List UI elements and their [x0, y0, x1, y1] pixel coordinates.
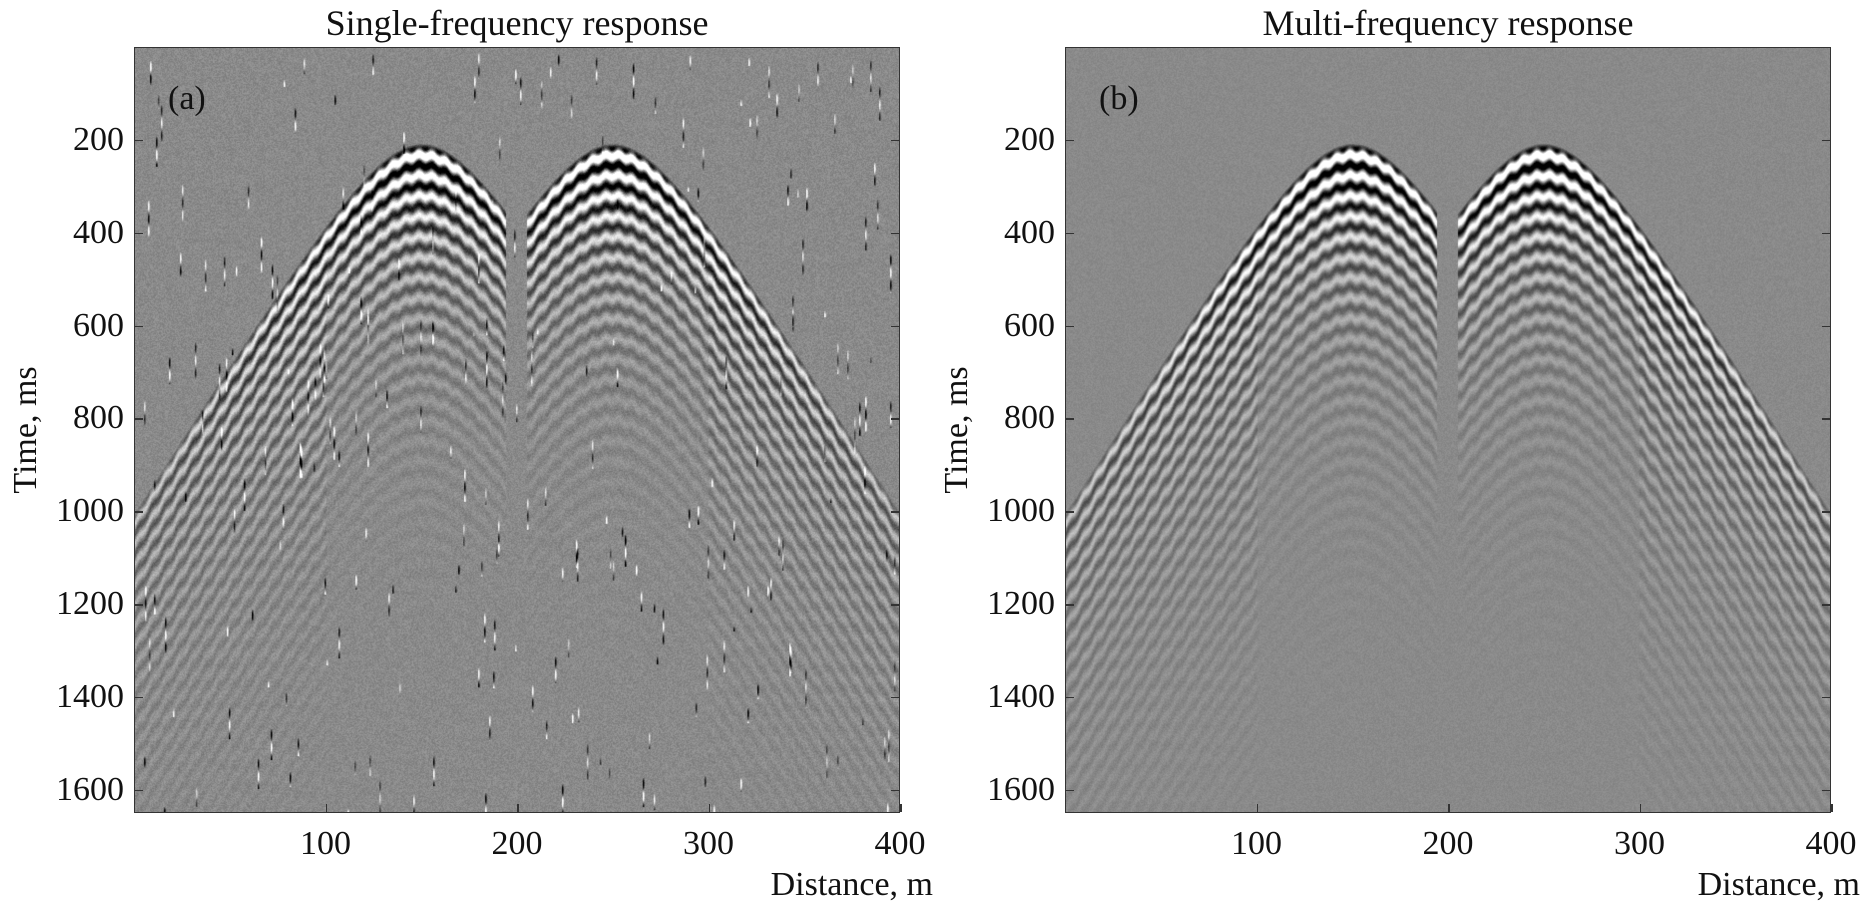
- y-tick-mark: [1066, 696, 1074, 699]
- y-tick-mark: [1066, 139, 1074, 142]
- panel-a: Single-frequency response (a) Time, ms D…: [7, 3, 933, 903]
- y-tick-mark: [135, 139, 143, 142]
- y-tick-mark: [1066, 604, 1074, 606]
- y-tick-label: 800: [1004, 399, 1055, 437]
- y-tick-mark: [1822, 789, 1830, 792]
- y-tick-mark: [1822, 511, 1830, 513]
- x-tick-mark: [517, 804, 519, 812]
- y-tick-mark: [891, 139, 899, 142]
- x-tick-label: 300: [1614, 825, 1665, 862]
- y-tick-mark: [1822, 696, 1830, 699]
- plot-area: [1065, 47, 1831, 813]
- y-tick-mark: [135, 511, 143, 513]
- x-tick-label: 400: [1805, 825, 1857, 862]
- y-tick-mark: [891, 511, 899, 513]
- y-tick-mark: [135, 325, 143, 328]
- y-tick-mark: [1822, 139, 1830, 142]
- y-tick-label: 200: [73, 120, 124, 158]
- x-tick-mark: [900, 804, 902, 812]
- y-tick-mark: [1066, 789, 1074, 792]
- x-tick-mark: [1831, 804, 1833, 812]
- x-tick-label: 300: [683, 825, 734, 862]
- seismic-heatmap: [1066, 48, 1830, 812]
- y-tick-mark: [1822, 418, 1830, 420]
- y-tick-label: 1200: [987, 585, 1055, 623]
- y-tick-mark: [891, 604, 899, 606]
- x-tick-label: 400: [874, 825, 926, 862]
- plot-area: [134, 47, 900, 813]
- y-tick-mark: [135, 789, 143, 792]
- seismic-heatmap: [135, 48, 899, 812]
- panel-label: (a): [168, 80, 206, 117]
- chart-title: Multi-frequency response: [1262, 3, 1634, 43]
- y-tick-label: 1200: [56, 585, 124, 623]
- y-tick-label: 800: [73, 399, 124, 437]
- y-tick-label: 1400: [987, 677, 1055, 715]
- y-tick-mark: [135, 418, 143, 420]
- chart-title: Single-frequency response: [325, 3, 709, 43]
- y-tick-label: 600: [1004, 306, 1055, 344]
- y-tick-mark: [891, 418, 899, 420]
- y-tick-mark: [891, 696, 899, 699]
- x-tick-label: 100: [300, 825, 351, 862]
- x-tick-label: 200: [1422, 825, 1474, 862]
- x-tick-mark: [1448, 804, 1450, 812]
- y-tick-mark: [1066, 511, 1074, 513]
- y-tick-mark: [1822, 232, 1830, 235]
- y-tick-label: 1600: [56, 770, 124, 808]
- y-tick-label: 1000: [987, 492, 1055, 530]
- y-tick-mark: [1066, 418, 1074, 420]
- y-tick-mark: [1822, 604, 1830, 606]
- y-tick-label: 1600: [987, 770, 1055, 808]
- y-tick-label: 400: [1004, 213, 1055, 251]
- y-tick-mark: [1066, 232, 1074, 235]
- y-tick-label: 400: [73, 213, 124, 251]
- y-tick-mark: [135, 232, 143, 235]
- x-tick-label: 100: [1231, 825, 1282, 862]
- y-tick-mark: [1822, 325, 1830, 328]
- y-tick-mark: [891, 325, 899, 328]
- y-tick-mark: [135, 604, 143, 606]
- y-tick-mark: [135, 696, 143, 699]
- x-tick-mark: [325, 804, 327, 812]
- x-tick-label: 200: [491, 825, 543, 862]
- y-tick-label: 1400: [56, 677, 124, 715]
- x-tick-mark: [1256, 804, 1258, 812]
- x-axis-label: Distance, m: [1697, 866, 1860, 903]
- x-axis-label: Distance, m: [770, 866, 933, 903]
- x-tick-mark: [1639, 804, 1641, 812]
- y-tick-mark: [891, 232, 899, 235]
- y-tick-mark: [891, 789, 899, 792]
- y-tick-label: 600: [73, 306, 124, 344]
- y-tick-label: 200: [1004, 120, 1055, 158]
- y-tick-label: 1000: [56, 492, 124, 530]
- x-tick-mark: [708, 804, 710, 812]
- panel-b: Multi-frequency response (b) Time, ms Di…: [931, 0, 1862, 916]
- y-tick-mark: [1066, 325, 1074, 328]
- panel-label: (b): [1099, 80, 1139, 117]
